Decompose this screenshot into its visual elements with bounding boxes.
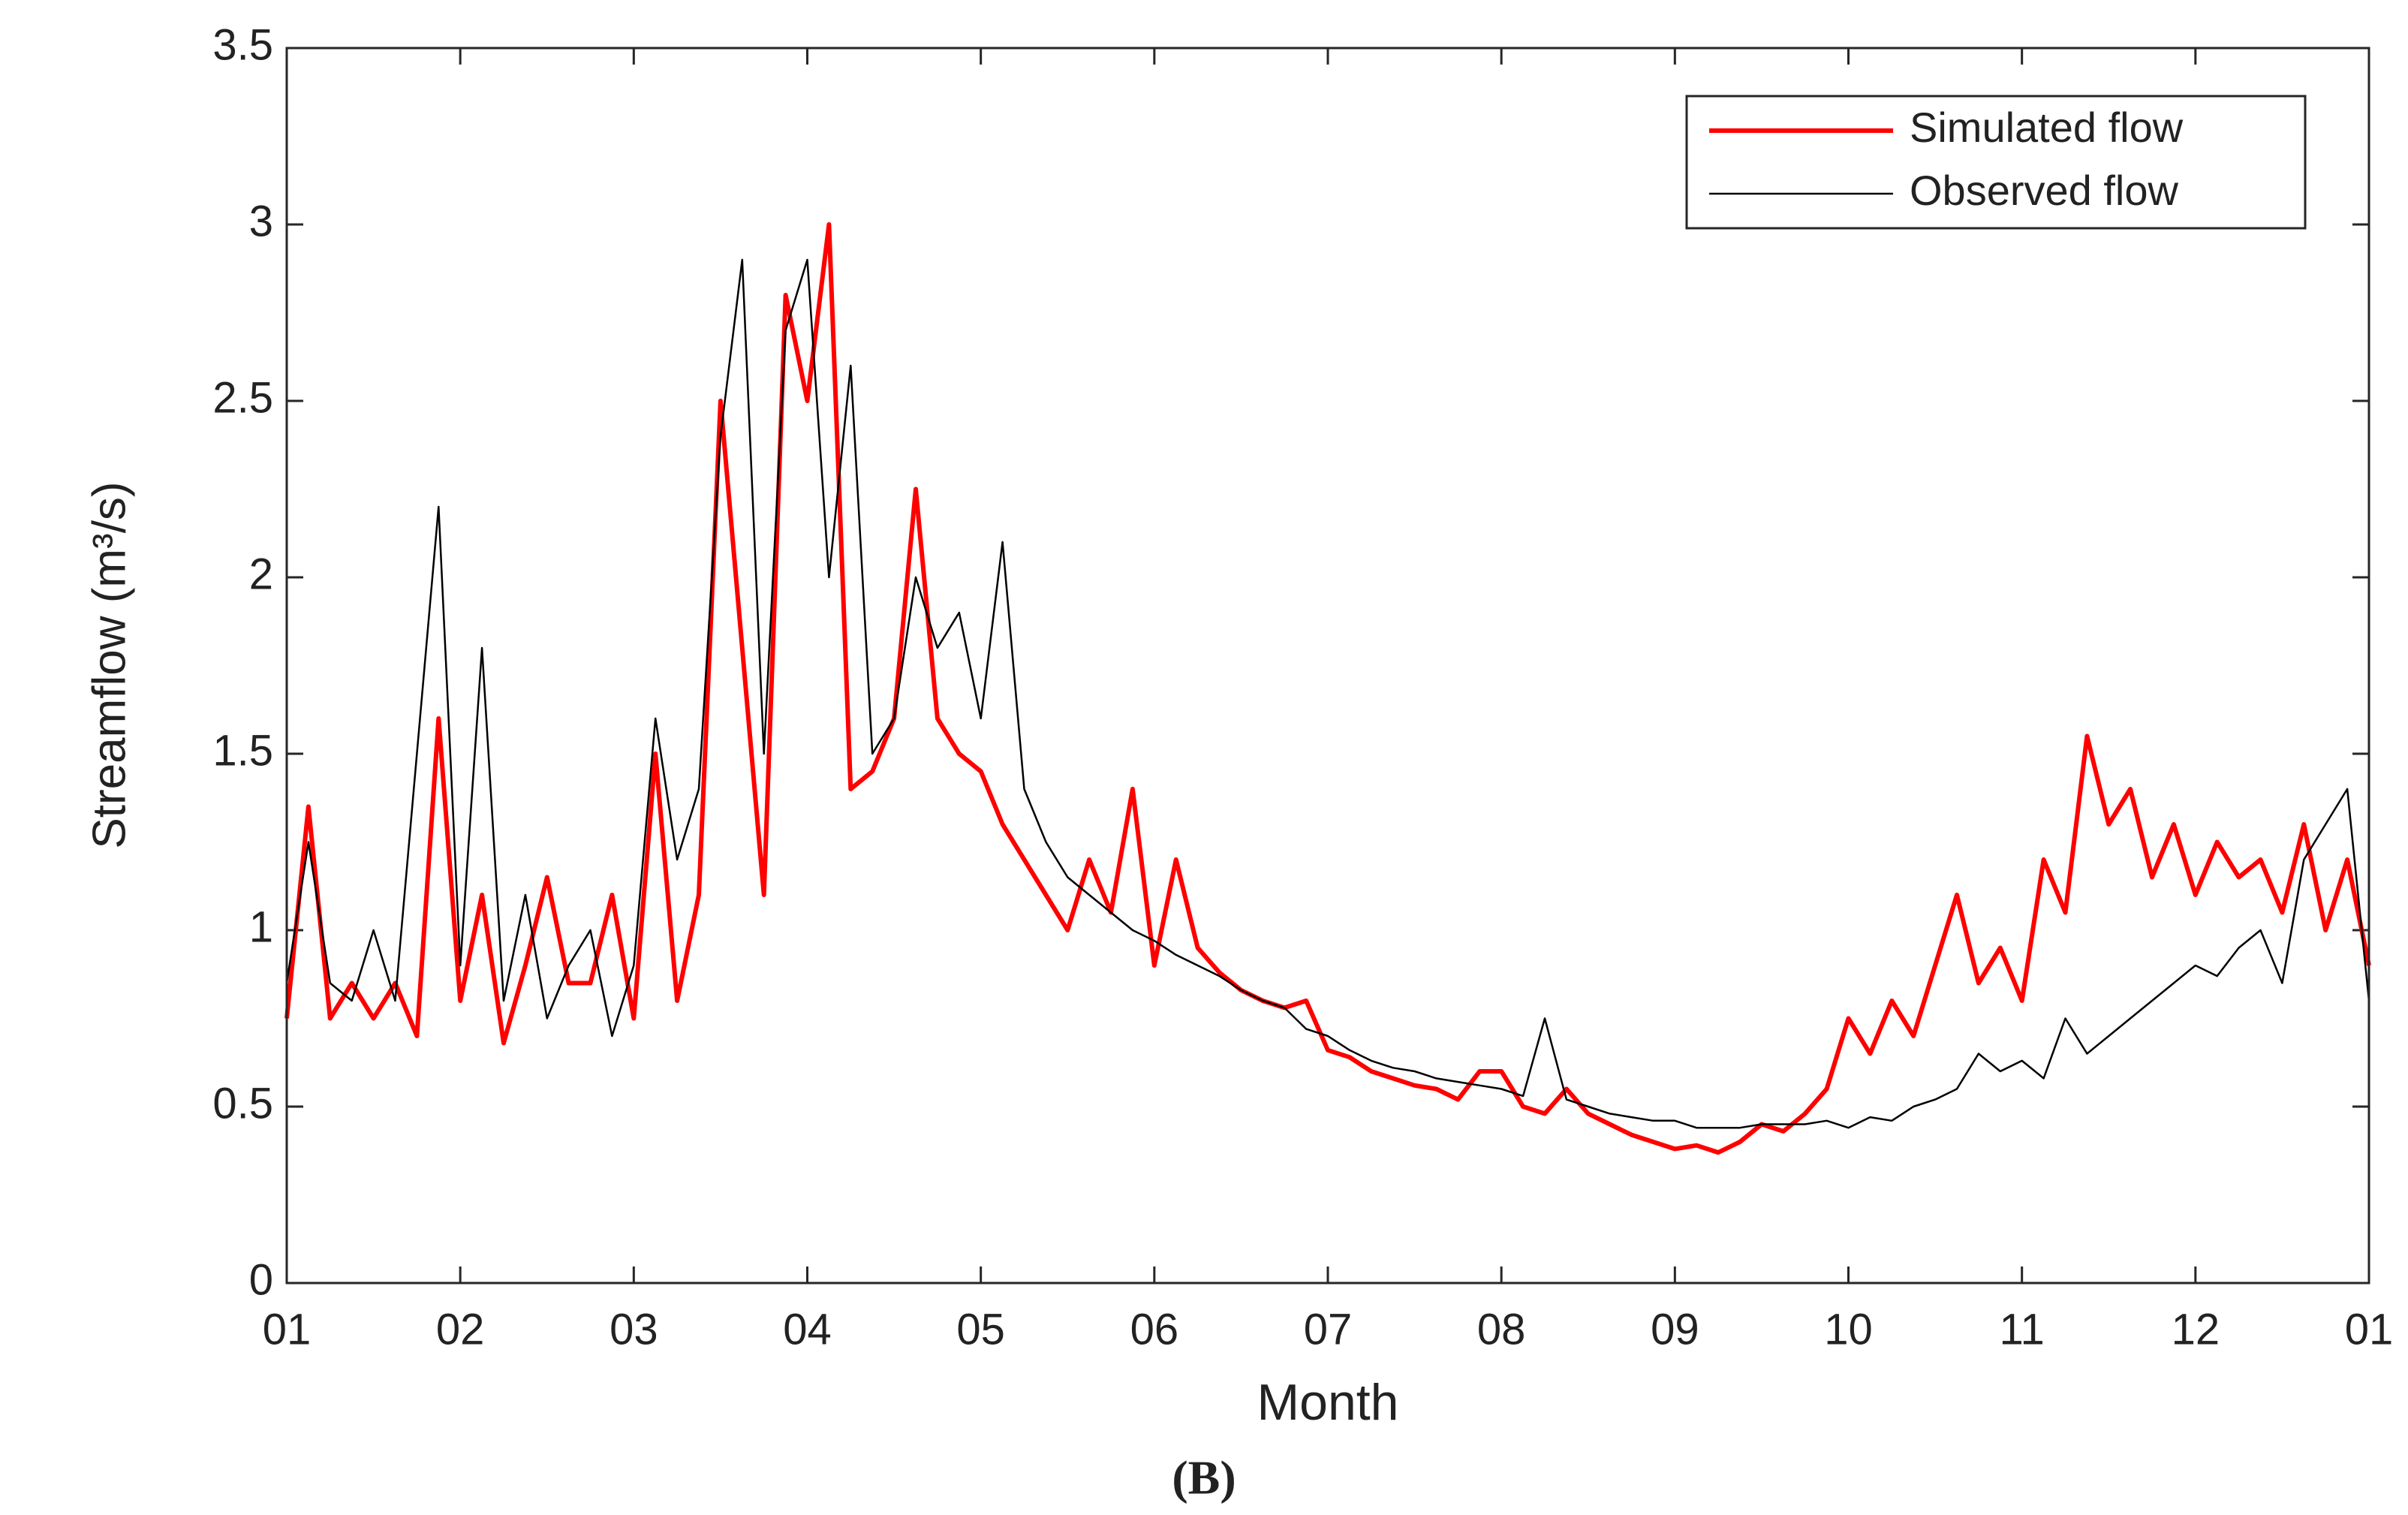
x-tick-label: 05: [956, 1305, 1005, 1354]
caption: (B): [1172, 1451, 1236, 1504]
y-tick-label: 1: [249, 902, 273, 951]
x-tick-label: 01: [2345, 1305, 2394, 1354]
y-tick-label: 3: [249, 197, 273, 245]
y-tick-label: 0.5: [212, 1079, 273, 1128]
y-tick-label: 0: [249, 1255, 273, 1304]
plot-frame: [285, 47, 2370, 1285]
y-tick-label: 2: [249, 550, 273, 598]
x-tick-label: 02: [436, 1305, 485, 1354]
x-tick-label: 10: [1824, 1305, 1873, 1354]
x-axis-label: Month: [1257, 1374, 1399, 1431]
series-line: [284, 222, 2371, 1155]
x-tick-label: 11: [2000, 1305, 2045, 1354]
x-tick-label: 09: [1651, 1305, 1699, 1354]
x-tick-label: 03: [610, 1305, 658, 1354]
x-tick-label: 04: [783, 1305, 832, 1354]
x-tick-label: 01: [263, 1305, 312, 1354]
y-tick-label: 1.5: [212, 726, 273, 775]
legend-label: Observed flow: [1910, 167, 2178, 214]
x-tick-label: 12: [2172, 1305, 2220, 1354]
y-tick-label: 3.5: [212, 20, 273, 69]
x-tick-label: 07: [1304, 1305, 1353, 1354]
series-line: [285, 258, 2370, 1129]
y-axis-label: Streamflow (m³/s): [83, 481, 135, 848]
legend-box: [1685, 95, 2307, 230]
x-tick-label: 08: [1477, 1305, 1526, 1354]
y-tick-label: 2.5: [212, 373, 273, 422]
legend-label: Simulated flow: [1910, 104, 2184, 151]
x-tick-label: 06: [1130, 1305, 1179, 1354]
